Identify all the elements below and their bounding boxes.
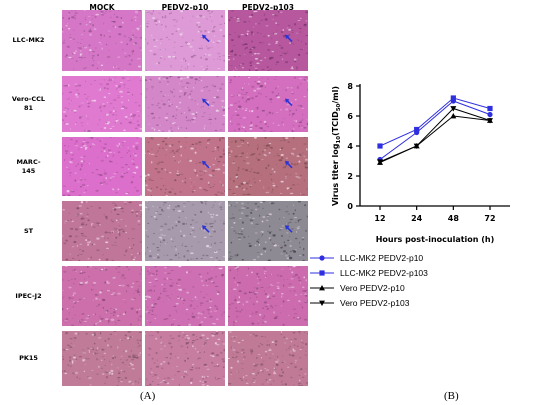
legend-marker <box>319 300 325 306</box>
row-label-line: PK15 <box>19 354 38 362</box>
cpe-arrow-icon <box>202 34 210 43</box>
data-point <box>487 118 493 124</box>
micrograph-image <box>228 201 308 261</box>
data-point <box>450 95 456 101</box>
legend-marker <box>319 255 325 261</box>
legend-marker <box>319 285 325 291</box>
micrograph-image <box>62 266 142 326</box>
cpe-arrow-icon <box>285 34 293 43</box>
cpe-arrow-icon <box>202 98 210 107</box>
row-label: Vero-CCL 81 <box>0 95 57 113</box>
legend-entry: LLC-MK2 PEDV2-p103 <box>340 268 428 278</box>
micrograph-image <box>145 201 225 261</box>
micrograph-image <box>145 137 225 196</box>
micrograph-image <box>62 10 142 71</box>
x-axis-title: Hours post-inoculation (h) <box>376 235 495 244</box>
row-label: IPEC-J2 <box>0 292 57 301</box>
row-label: PK15 <box>0 354 57 363</box>
micrograph-image <box>62 76 142 132</box>
column-header-0: MOCK <box>89 3 115 12</box>
x-tick-label: 48 <box>448 214 460 223</box>
row-label: MARC- 145 <box>0 158 57 176</box>
column-header-1: PEDV2-p10 <box>161 3 209 12</box>
row-label-line: 145 <box>21 166 36 175</box>
micrograph-image <box>228 137 308 196</box>
data-point <box>377 143 383 149</box>
series-line-0 <box>379 100 491 160</box>
data-point <box>487 105 493 112</box>
cpe-arrow-icon <box>202 225 210 233</box>
series-line-1 <box>379 97 491 147</box>
legend-marker <box>319 270 325 276</box>
x-tick-label: 72 <box>484 214 495 223</box>
y-axis-title: Virus titer log10(TCID50/ml) <box>331 86 342 206</box>
micrograph-image <box>62 137 142 196</box>
row-label-line: LLC-MK2 <box>12 36 45 44</box>
y-tick-label: 0 <box>347 202 353 211</box>
y-tick-label: 6 <box>347 112 353 121</box>
data-point <box>450 106 457 112</box>
legend-entry: LLC-MK2 PEDV2-p10 <box>340 253 423 263</box>
data-point <box>413 143 420 149</box>
row-label-line: 81 <box>23 104 34 112</box>
micrograph-image <box>62 331 142 386</box>
micrograph-panel: MOCK PEDV2-p10 PEDV2-p103 LLC-MK2 Vero-CCL 8… <box>0 3 308 402</box>
micrograph-image <box>145 76 225 132</box>
micrograph-image <box>145 331 225 386</box>
micrograph-image <box>145 10 225 71</box>
cpe-arrow-icon <box>285 160 293 169</box>
y-tick-label: 2 <box>347 172 353 181</box>
micrograph-image <box>228 10 308 71</box>
cpe-arrow-icon <box>285 225 293 233</box>
y-tick-label: 4 <box>347 142 353 151</box>
cpe-arrow-icon <box>202 160 210 169</box>
micrograph-image <box>228 266 308 326</box>
data-point <box>487 111 493 118</box>
data-point <box>414 126 420 133</box>
chart-panel: 0 2 4 6 8 12 24 48 72 Hours post-inoculation (h) V… <box>300 0 550 405</box>
cpe-arrow-icon <box>285 98 293 107</box>
data-point <box>377 159 383 165</box>
panel-a-label: (A) <box>140 390 156 402</box>
row-label-line: IPEC-J2 <box>15 291 42 300</box>
column-header-2: PEDV2-p103 <box>241 3 294 12</box>
panel-b-label: (B) <box>444 390 459 402</box>
micrograph-image <box>145 266 225 326</box>
x-tick-label: 24 <box>411 214 423 223</box>
row-label-line: Vero-CCL <box>11 95 46 103</box>
row-label-line: ST <box>23 226 34 235</box>
micrograph-image <box>228 331 308 386</box>
legend-entry: Vero PEDV2-p103 <box>340 298 410 308</box>
series-line-3 <box>379 107 491 163</box>
y-tick-label: 8 <box>347 82 353 91</box>
row-label: ST <box>0 227 57 236</box>
legend-entry: Vero PEDV2-p10 <box>340 283 405 293</box>
data-point <box>450 113 457 119</box>
micrograph-image <box>228 76 308 132</box>
row-label-line: MARC- <box>16 157 41 166</box>
x-tick-label: 12 <box>374 214 385 223</box>
series-line-2 <box>379 115 491 163</box>
row-label: LLC-MK2 <box>0 36 57 45</box>
micrograph-image <box>62 201 142 261</box>
